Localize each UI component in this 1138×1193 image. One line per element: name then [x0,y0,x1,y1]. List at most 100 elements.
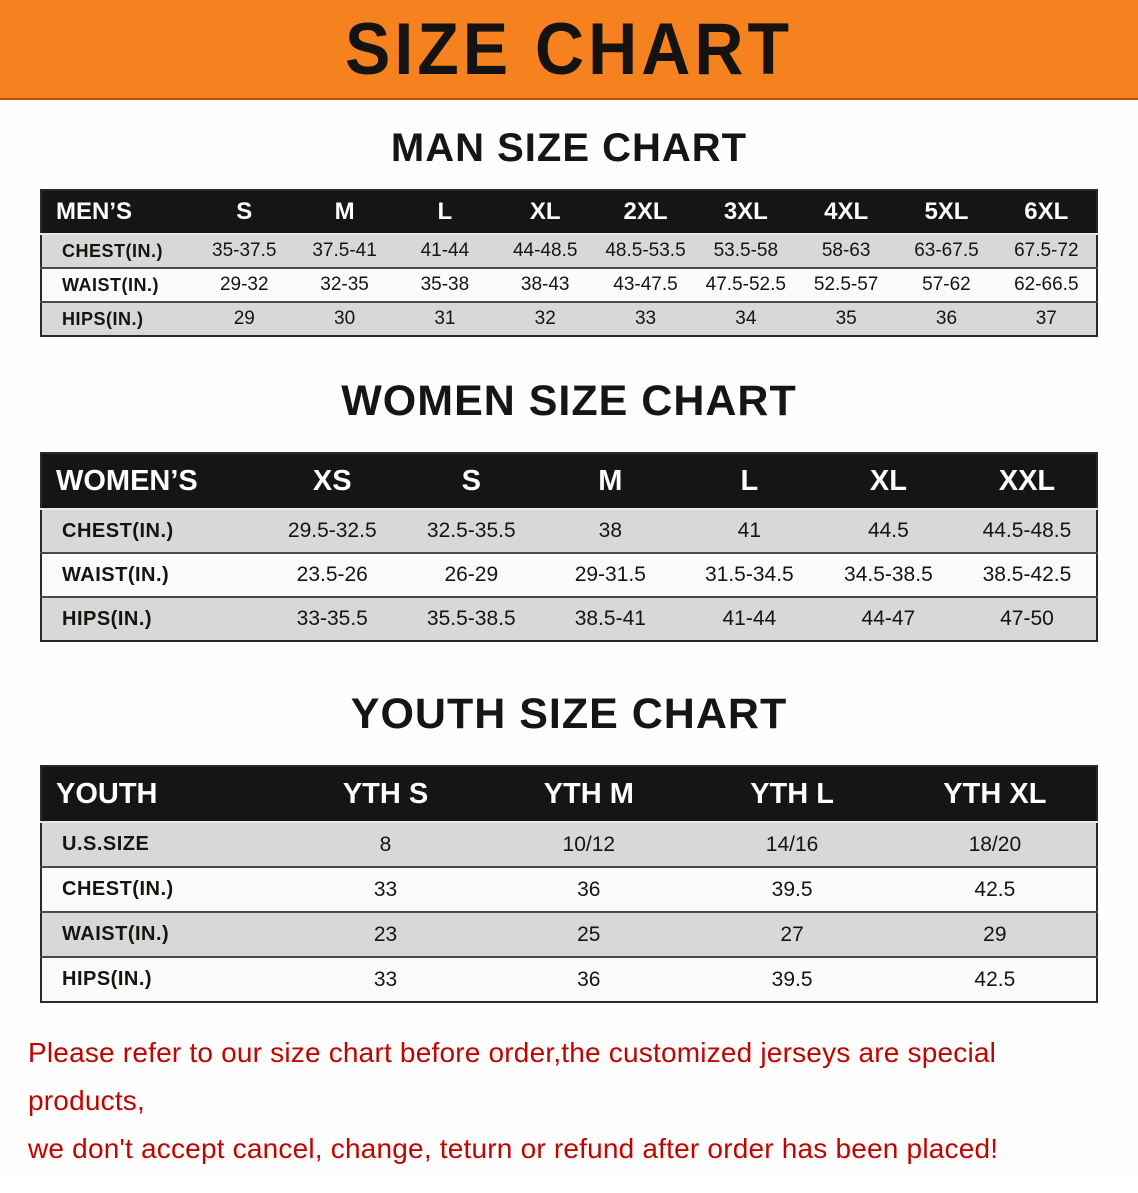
size-value-cell: 10/12 [562,832,616,856]
page-title: SIZE CHART [345,7,793,91]
size-value-cell: 41-44 [420,240,470,261]
table-header-row: YOUTH YTH S YTH M YTH L YTH XL [41,766,1097,823]
size-value-cell: 37.5-41 [312,240,377,261]
size-value-cell: 38 [598,519,622,542]
size-value-cell: 31.5-34.5 [704,563,794,586]
size-value-cell: 47.5-52.5 [705,274,786,295]
size-value-cell: 33 [373,877,398,901]
notice-line-2: we don't accept cancel, change, teturn o… [28,1133,999,1164]
row-label: WAIST(IN.) [62,274,159,295]
section-title-women: WOMEN SIZE CHART [341,377,797,425]
size-value-cell: 36 [577,877,601,901]
youth-size-section: YOUTH SIZE CHART YOUTH YTH S YTH M YTH L YTH… [0,690,1138,1003]
size-value-cell: 34 [735,308,757,329]
notice-line-1: Please refer to our size chart before or… [28,1037,997,1116]
size-column-header: L [394,190,496,235]
size-column-header: YTH M [487,766,691,823]
size-value-cell: 44-48.5 [512,240,578,261]
size-value-cell: 62-66.5 [1014,274,1079,295]
size-table: WOMEN’S XS S M L XL XXL CHEST(IN.) 29.5-32.5 32.5… [40,452,1098,642]
size-table: MEN’S S M L XL 2XL 3XL 4XL 5XL 6XL CHEST(IN.) 35-37… [40,189,1098,337]
section-title-men: MAN SIZE CHART [390,126,748,170]
size-value-cell: 33 [634,308,657,329]
size-column-header: XL [818,453,958,510]
size-table: YOUTH YTH S YTH M YTH L YTH XL U.S.SIZE 8 10/12… [40,765,1098,1003]
table-header-label: MEN’S [41,190,195,235]
size-value-cell: 44-47 [861,607,916,630]
size-column-header: 6XL [996,190,1097,235]
size-value-cell: 36 [935,308,958,329]
size-value-cell: 30 [334,308,356,329]
women-size-table: WOMEN’S XS S M L XL XXL CHEST(IN.) 29.5-32.5 32.5… [0,452,1138,642]
size-value-cell: 29 [233,308,255,329]
size-value-cell: 36 [577,967,601,991]
size-value-cell: 23 [373,922,398,946]
row-label: CHEST(IN.) [62,519,174,542]
size-value-cell: 23.5-26 [296,563,368,586]
size-column-header: M [294,190,395,235]
row-label: HIPS(IN.) [62,968,153,990]
size-value-cell: 33-35.5 [296,607,368,630]
table-row: U.S.SIZE 8 10/12 14/16 18/20 [41,822,1097,867]
size-value-cell: 44.5 [867,519,909,542]
size-column-header: L [679,453,819,510]
size-value-cell: 32.5-35.5 [426,519,516,542]
row-label: WAIST(IN.) [62,923,170,945]
size-column-header: YTH XL [893,766,1097,823]
size-value-cell: 57-62 [922,274,971,295]
size-value-cell: 44.5-48.5 [982,519,1072,542]
size-value-cell: 35-37.5 [212,240,277,261]
table-row: CHEST(IN.) 35-37.5 37.5-41 41-44 44-48.5 48.5… [41,234,1097,268]
size-column-header: XXL [957,453,1097,510]
size-value-cell: 38.5-41 [574,607,646,630]
table-header-row: MEN’S S M L XL 2XL 3XL 4XL 5XL 6XL [41,190,1097,235]
size-value-cell: 34.5-38.5 [844,563,933,586]
row-label: HIPS(IN.) [62,607,153,630]
size-column-header: YTH S [283,766,488,823]
row-label: CHEST(IN.) [62,240,163,261]
size-value-cell: 29-31.5 [574,563,646,586]
size-value-cell: 33 [373,967,398,991]
table-row: HIPS(IN.) 33-35.5 35.5-38.5 38.5-41 41-44 44-… [41,597,1097,641]
size-value-cell: 41 [737,519,762,542]
size-column-header: S [194,190,295,235]
size-column-header: 3XL [695,190,796,235]
order-notice: Please refer to our size chart before or… [0,1029,1138,1173]
table-header-label: WOMEN’S [41,453,263,510]
size-value-cell: 38-43 [520,274,570,295]
size-value-cell: 18/20 [968,832,1022,856]
size-value-cell: 29 [983,922,1007,946]
size-value-cell: 32-35 [320,274,369,295]
banner: SIZE CHART [0,0,1138,100]
size-value-cell: 63-67.5 [914,240,979,261]
table-row: HIPS(IN.) 29 30 31 32 33 34 35 36 37 [41,302,1097,336]
size-value-cell: 29.5-32.5 [287,519,377,542]
size-value-cell: 31 [434,308,456,329]
size-value-cell: 52.5-57 [813,274,879,295]
table-row: CHEST(IN.) 33 36 39.5 42.5 [41,867,1097,912]
size-column-header: 5XL [896,190,997,235]
row-label: CHEST(IN.) [62,878,174,900]
size-value-cell: 27 [780,922,804,946]
youth-size-table: YOUTH YTH S YTH M YTH L YTH XL U.S.SIZE 8 10/12… [0,765,1138,1003]
size-value-cell: 41-44 [722,607,777,630]
size-value-cell: 58-63 [821,240,871,261]
size-value-cell: 35 [835,308,857,329]
size-value-cell: 26-29 [444,563,499,586]
table-header-label: YOUTH [41,766,284,823]
table-row: HIPS(IN.) 33 36 39.5 42.5 [41,957,1097,1002]
size-column-header: YTH L [690,766,894,823]
size-value-cell: 14/16 [765,832,819,856]
size-column-header: XL [495,190,596,235]
size-column-header: XS [262,453,402,510]
size-value-cell: 39.5 [771,877,813,901]
size-value-cell: 8 [379,832,392,856]
size-value-cell: 48.5-53.5 [605,240,686,261]
size-column-header: M [540,453,680,510]
size-value-cell: 25 [577,922,601,946]
size-value-cell: 29-32 [219,274,269,295]
size-value-cell: 35.5-38.5 [426,607,516,630]
size-column-header: 2XL [595,190,696,235]
size-column-header: S [401,453,541,510]
